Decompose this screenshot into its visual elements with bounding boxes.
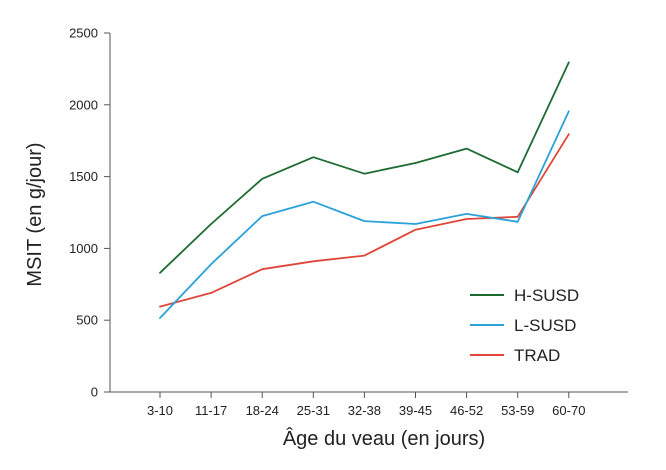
x-axis-ticks: 3-10 11-17 18-24 25-31 32-38 39-45 46-52 53-59 6… xyxy=(147,392,585,418)
x-tick-label: 53-59 xyxy=(501,403,534,418)
y-tick-label: 1500 xyxy=(69,169,98,184)
legend-label-l-susd: L-SUSD xyxy=(514,316,576,335)
x-tick-label: 60-70 xyxy=(552,403,585,418)
x-tick-label: 46-52 xyxy=(450,403,483,418)
y-tick-label: 2000 xyxy=(69,97,98,112)
x-axis-title: Âge du veau (en jours) xyxy=(283,427,485,450)
legend-label-trad: TRAD xyxy=(514,346,560,365)
axes xyxy=(109,33,628,393)
y-tick-label: 0 xyxy=(91,385,98,400)
y-tick-label: 1000 xyxy=(69,241,98,256)
x-tick-label: 39-45 xyxy=(399,403,432,418)
y-axis-ticks: 0 500 1000 1500 2000 2500 xyxy=(69,26,110,400)
series-line-l-susd xyxy=(159,110,570,319)
y-axis-title: MSIT (en g/jour) xyxy=(24,142,46,286)
legend-label-h-susd: H-SUSD xyxy=(514,286,579,305)
x-tick-label: 25-31 xyxy=(297,403,330,418)
series-line-h-susd xyxy=(159,61,570,274)
x-tick-label: 3-10 xyxy=(147,403,173,418)
x-tick-label: 11-17 xyxy=(195,403,227,418)
series-line-trad xyxy=(159,133,570,308)
x-tick-label: 18-24 xyxy=(246,403,279,418)
y-tick-label: 500 xyxy=(76,313,98,328)
legend: H-SUSD L-SUSD TRAD xyxy=(470,286,579,365)
y-tick-label: 2500 xyxy=(69,26,98,41)
x-tick-label: 32-38 xyxy=(348,403,381,418)
series-lines xyxy=(159,61,570,319)
